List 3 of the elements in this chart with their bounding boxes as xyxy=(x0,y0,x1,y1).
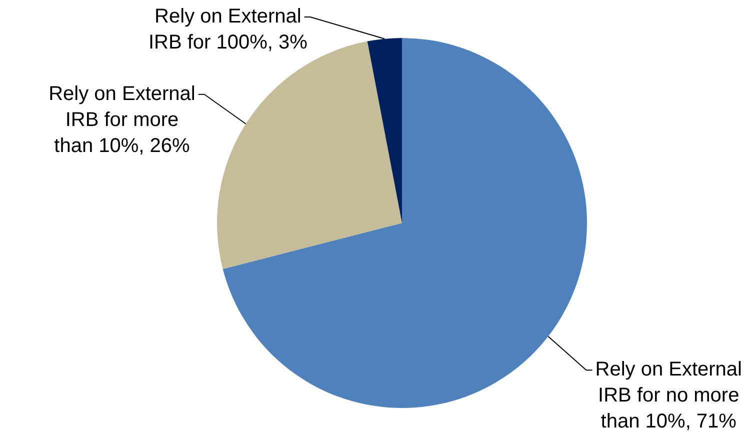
slice-label: Rely on External IRB for 100%, 3% xyxy=(148,6,308,54)
slice-label: Rely on External IRB for no more than 10%, 71% xyxy=(595,358,742,433)
slice-label: Rely on External IRB for more than 10%, 26% xyxy=(48,82,196,157)
